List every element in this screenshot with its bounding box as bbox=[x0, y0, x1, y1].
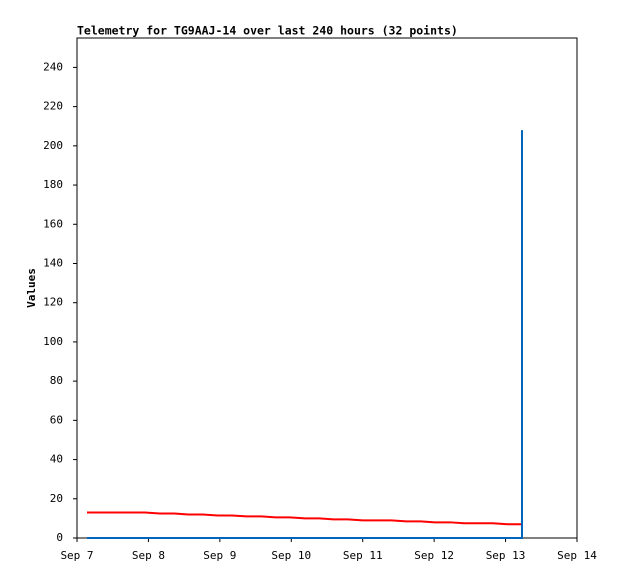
y-tick-label: 20 bbox=[50, 492, 63, 505]
series-line bbox=[87, 511, 522, 526]
y-tick-label: 200 bbox=[43, 139, 63, 152]
y-tick-label: 100 bbox=[43, 335, 63, 348]
y-tick-label: 120 bbox=[43, 296, 63, 309]
y-tick-label: 240 bbox=[43, 60, 63, 73]
y-tick-label: 180 bbox=[43, 178, 63, 191]
chart-title: Telemetry for TG9AAJ-14 over last 240 ho… bbox=[77, 24, 458, 38]
y-tick-label: 140 bbox=[43, 256, 63, 269]
x-tick-label: Sep 12 bbox=[414, 549, 454, 562]
y-tick-label: 60 bbox=[50, 413, 63, 426]
x-tick-label: Sep 11 bbox=[343, 549, 383, 562]
x-tick-label: Sep 7 bbox=[60, 549, 93, 562]
x-tick-label: Sep 8 bbox=[132, 549, 165, 562]
x-tick-label: Sep 9 bbox=[203, 549, 236, 562]
y-tick-label: 160 bbox=[43, 217, 63, 230]
x-tick-label: Sep 14 bbox=[557, 549, 597, 562]
y-tick-label: 40 bbox=[50, 453, 63, 466]
y-tick-label: 80 bbox=[50, 374, 63, 387]
plot-frame bbox=[76, 37, 578, 539]
x-tick-label: Sep 10 bbox=[271, 549, 311, 562]
y-axis-label: Values bbox=[25, 268, 38, 308]
x-tick-label: Sep 13 bbox=[486, 549, 526, 562]
y-tick-label: 0 bbox=[56, 531, 63, 544]
y-tick-label: 220 bbox=[43, 100, 63, 113]
series-line bbox=[87, 130, 523, 539]
